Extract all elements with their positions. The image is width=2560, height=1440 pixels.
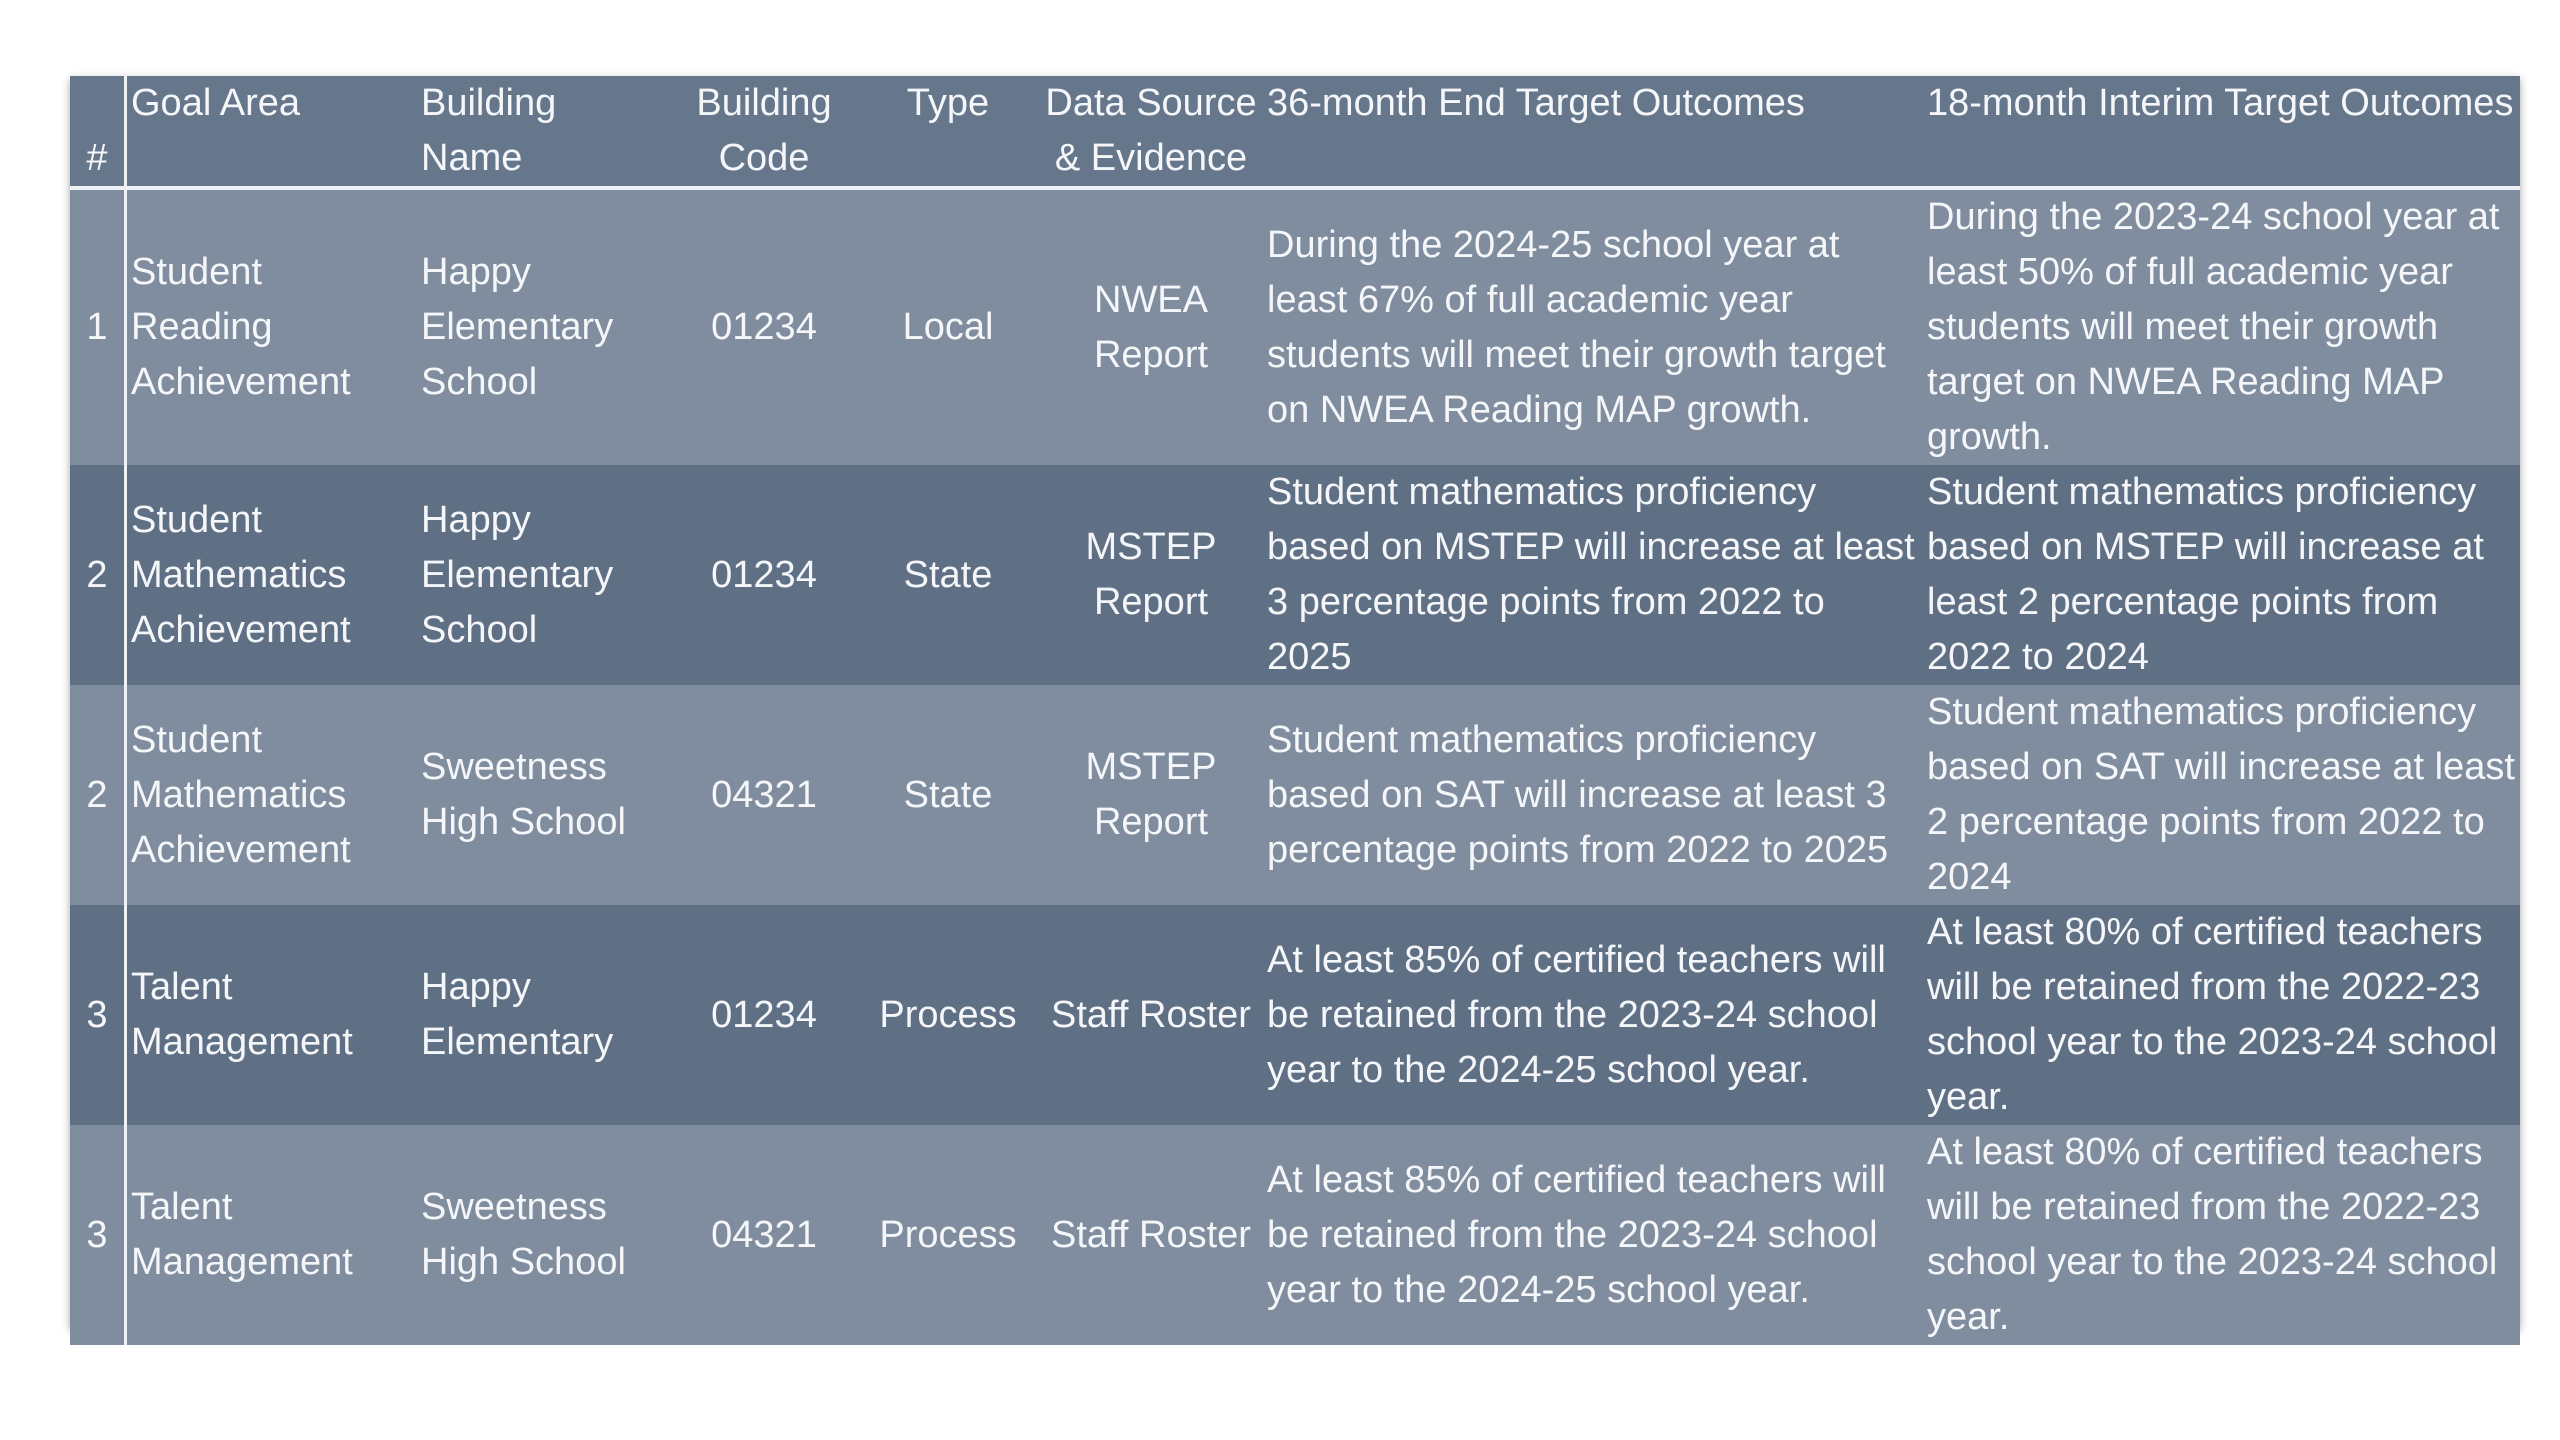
- cell-end-target: During the 2024-25 school year at least …: [1267, 223, 1886, 431]
- cell-building-code: 01234: [711, 306, 817, 348]
- goals-table-container: # Goal Area Building Name Building Code …: [70, 76, 2520, 1345]
- cell-building-code: 01234: [711, 553, 817, 596]
- header-building-code: Building Code: [671, 76, 857, 190]
- cell-interim-target: During the 2023-24 school year at least …: [1927, 196, 2500, 458]
- header-row: # Goal Area Building Name Building Code …: [70, 76, 2520, 190]
- cell-end-target: At least 85% of certified teachers will …: [1267, 1158, 1886, 1311]
- cell-building-code: 04321: [711, 773, 817, 816]
- cell-interim-target: At least 80% of certified teachers will …: [1927, 911, 2498, 1118]
- header-type: Type: [857, 76, 1039, 190]
- cell-building-name: Happy Elementary: [421, 966, 614, 1063]
- header-num: #: [70, 76, 127, 190]
- cell-building-name: Happy Elementary School: [421, 251, 614, 403]
- header-end-target: 36-month End Target Outcomes: [1263, 76, 1923, 190]
- cell-data-source: MSTEP Report: [1085, 746, 1217, 843]
- cell-interim-target: Student mathematics proficiency based on…: [1927, 471, 2484, 678]
- cell-type: State: [903, 553, 993, 596]
- cell-num: 2: [70, 465, 127, 685]
- table-row: 3 Talent Management Sweetness High Schoo…: [70, 1125, 2520, 1345]
- table-row: 2 Student Mathematics Achievement Sweetn…: [70, 685, 2520, 905]
- table-row: 1 Student Reading Achievement Happy Elem…: [70, 188, 2520, 465]
- cell-end-target: At least 85% of certified teachers will …: [1267, 938, 1886, 1091]
- cell-goal-area: Student Mathematics Achievement: [131, 498, 351, 651]
- cell-interim-target: Student mathematics proficiency based on…: [1927, 691, 2515, 898]
- cell-building-code: 04321: [711, 1213, 817, 1256]
- cell-data-source: Staff Roster: [1051, 993, 1251, 1036]
- cell-building-code: 01234: [711, 993, 817, 1036]
- cell-type: Process: [879, 993, 1017, 1036]
- cell-interim-target: At least 80% of certified teachers will …: [1927, 1131, 2498, 1338]
- cell-num: 1: [70, 188, 127, 465]
- header-goal-area: Goal Area: [125, 76, 417, 190]
- cell-type: Process: [879, 1213, 1017, 1256]
- cell-type: State: [903, 773, 993, 816]
- cell-type: Local: [902, 306, 994, 348]
- cell-goal-area: Talent Management: [131, 966, 353, 1063]
- cell-end-target: Student mathematics proficiency based on…: [1267, 718, 1889, 871]
- cell-data-source: Staff Roster: [1051, 1213, 1251, 1256]
- table-row: 3 Talent Management Happy Elementary 012…: [70, 905, 2520, 1125]
- cell-data-source: NWEA Report: [1093, 278, 1209, 376]
- cell-data-source: MSTEP Report: [1085, 526, 1217, 623]
- cell-num: 3: [70, 905, 127, 1125]
- table-row: 2 Student Mathematics Achievement Happy …: [70, 465, 2520, 685]
- header-building-name: Building Name: [417, 76, 671, 190]
- table-header: # Goal Area Building Name Building Code …: [70, 76, 2520, 190]
- cell-goal-area: Talent Management: [131, 1186, 353, 1283]
- cell-building-name: Sweetness High School: [421, 1186, 626, 1283]
- cell-end-target: Student mathematics proficiency based on…: [1267, 471, 1915, 678]
- table-body: 1 Student Reading Achievement Happy Elem…: [70, 188, 2520, 1345]
- header-interim-target: 18-month Interim Target Outcomes: [1923, 76, 2520, 190]
- cell-num: 3: [70, 1125, 127, 1345]
- cell-building-name: Happy Elementary School: [421, 498, 614, 651]
- cell-goal-area: Student Reading Achievement: [131, 251, 351, 403]
- cell-goal-area: Student Mathematics Achievement: [131, 718, 351, 871]
- header-data-source: Data Source & Evidence: [1039, 76, 1263, 190]
- cell-building-name: Sweetness High School: [421, 746, 626, 843]
- cell-num: 2: [70, 685, 127, 905]
- goals-table: # Goal Area Building Name Building Code …: [70, 76, 2520, 1345]
